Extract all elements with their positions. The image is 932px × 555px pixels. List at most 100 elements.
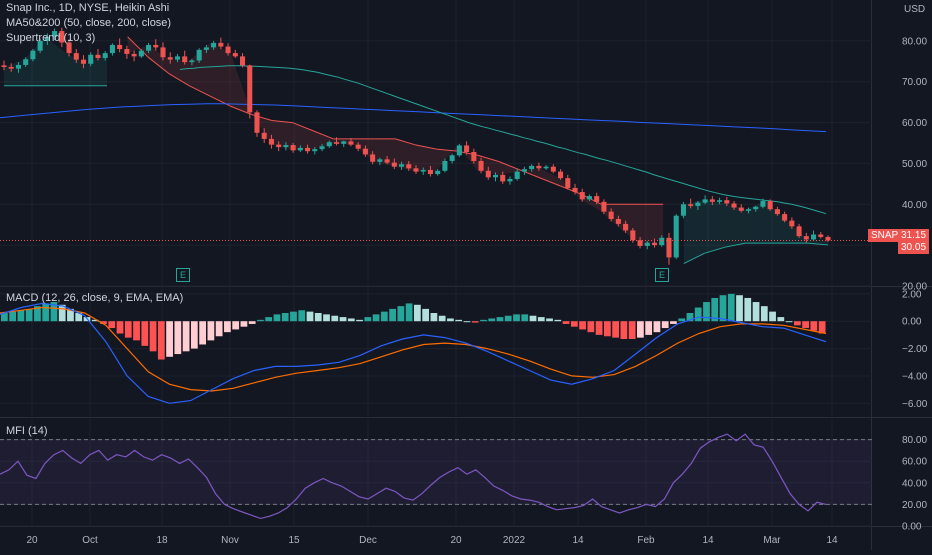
macd-histogram-bar [587,321,595,333]
macd-histogram-bar [232,321,240,330]
macd-legend[interactable]: MACD (12, 26, close, 9, EMA, EMA) [6,292,184,304]
supertrend-fill [498,161,519,175]
macd-histogram-bar [174,321,182,355]
candle-body [565,178,571,188]
candle-body [283,145,289,148]
supertrend-fill [580,194,602,212]
macd-y-tick-label: −6.00 [902,399,928,410]
macd-histogram-bar [166,321,173,357]
macd-histogram-bar [149,321,157,352]
macd-histogram-bar [438,315,446,322]
macd-histogram-bar [414,304,421,322]
candle-body [319,146,325,150]
candle-body [644,242,650,246]
candle-body [153,44,159,48]
earnings-marker-1[interactable]: E [176,268,190,282]
candle-body [586,196,593,200]
candle-body [478,160,484,171]
candle-body [102,53,108,59]
mfi-line [0,433,827,520]
macd-histogram-bar [224,321,231,333]
macd-histogram-bar [50,302,58,322]
supertrend-fill [395,138,416,172]
macd-histogram-bar [314,313,322,322]
mfi-y-tick-label: 20.00 [902,500,927,511]
macd-histogram-bar [546,318,553,322]
macd-histogram-bar [818,321,826,334]
candle-body [117,44,123,50]
macd-histogram-bar [603,321,611,337]
candle-body [66,42,72,54]
macd-histogram-bar [116,321,124,334]
supertrend-line-segment [436,148,458,152]
price-y-tick-label: 70.00 [902,77,927,88]
candle-body [442,160,448,171]
candle-body [160,47,166,58]
candle-body [688,204,694,206]
macd-histogram-bar [42,303,50,322]
ma-legend[interactable]: MA50&200 (50, close, 200, close) [6,17,172,29]
macd-histogram-bar [653,321,661,333]
supertrend-line-segment [189,85,211,97]
candle-body [52,31,58,37]
supertrend-line-segment [147,56,170,74]
macd-histogram-bar [703,302,710,322]
supertrend-fill [168,59,190,86]
candle-body [174,56,181,60]
candle-body [724,200,730,204]
macd-histogram-bar [711,297,719,322]
macd-histogram-bar [752,302,760,322]
macd-histogram-bar [199,321,206,345]
candle-body [406,164,412,169]
candle-body [507,178,513,182]
candle-body [239,56,246,66]
earnings-marker-2[interactable]: E [655,268,669,282]
macd-y-tick-label: 2.00 [902,289,922,300]
candle-body [247,65,253,113]
candle-body [825,236,831,241]
candle-body [818,234,824,237]
supertrend-price-badge: 30.05 [898,241,930,254]
macd-histogram-bar [9,311,17,322]
candle-body [80,59,87,64]
candle-body [521,169,527,172]
candle-body [456,145,462,156]
candle-body [203,47,209,50]
macd-histogram-bar [430,313,438,322]
supertrend-line-segment [683,252,705,264]
macd-histogram-bar [190,321,198,349]
x-tick-label: Mar [763,535,781,546]
macd-histogram-bar [422,308,430,322]
candle-body [232,53,238,57]
x-tick-label: 20 [450,535,462,546]
candle-body [536,165,542,169]
supertrend-line-segment [312,130,334,140]
macd-histogram-bar [529,315,537,322]
supertrend-line-segment [292,122,314,132]
candle-body [182,56,188,63]
supertrend-fill [210,42,231,107]
candle-body [543,166,549,169]
macd-histogram-bar [364,317,372,322]
macd-histogram-bar [785,321,793,323]
macd-histogram-bar [447,318,454,322]
macd-histogram-bar [727,293,735,322]
supertrend-line-segment [271,120,293,124]
supertrend-fill [189,42,210,97]
x-tick-label: 18 [156,535,168,546]
mfi-legend[interactable]: MFI (14) [6,425,48,437]
chart-title: Snap Inc., 1D, NYSE, Heikin Ashi [6,2,170,14]
x-tick-label: Dec [359,535,377,546]
macd-histogram-bar [471,321,479,323]
macd-histogram-bar [91,319,99,322]
supertrend-fill [766,201,787,244]
supertrend-legend[interactable]: Supertrend (10, 3) [6,32,96,44]
candle-body [601,201,607,212]
candle-body [731,203,737,208]
macd-histogram-bar [496,317,504,322]
mfi-band-fill [0,439,872,505]
candle-body [680,204,686,216]
macd-histogram-bar [75,313,83,322]
candle-body [485,170,491,178]
